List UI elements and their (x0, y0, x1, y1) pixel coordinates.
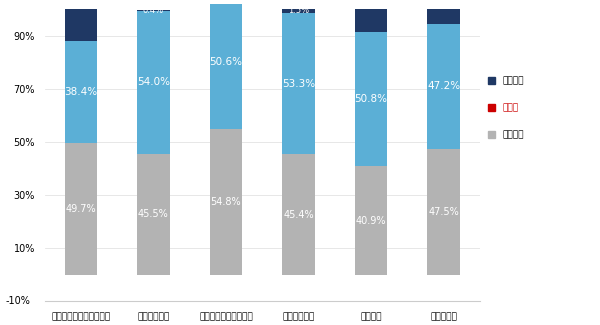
Bar (65, 41, 97, 143)
Legend: 営業利益, 販管費, 売上原価: 営業利益, 販管費, 売上原価 (488, 77, 524, 140)
Bar (137, 10, 170, 11)
Bar (65, 9, 97, 41)
Text: 45.5%: 45.5% (138, 210, 169, 219)
Text: 38.4%: 38.4% (64, 87, 97, 97)
Bar (65, 143, 97, 275)
Text: 45.4%: 45.4% (283, 210, 314, 220)
Bar (282, 154, 315, 275)
Text: 50.8%: 50.8% (355, 94, 388, 104)
Bar (355, 166, 388, 275)
Bar (282, 9, 315, 13)
Text: 40.9%: 40.9% (356, 215, 386, 226)
Text: 49.7%: 49.7% (65, 204, 96, 214)
Bar (137, 154, 170, 275)
Bar (427, 23, 460, 149)
Bar (427, 149, 460, 275)
Text: 1.5%: 1.5% (288, 6, 309, 15)
Bar (209, 129, 242, 275)
Text: 50.6%: 50.6% (209, 57, 242, 67)
Bar (282, 13, 315, 154)
Text: 53.3%: 53.3% (282, 79, 315, 89)
Text: 47.5%: 47.5% (428, 207, 459, 217)
Bar (355, 32, 388, 166)
Bar (355, 9, 388, 32)
Text: 54.0%: 54.0% (137, 77, 170, 87)
Text: 0.4%: 0.4% (143, 6, 164, 15)
Text: -10%: -10% (5, 296, 30, 306)
Bar (209, 0, 242, 129)
Text: 47.2%: 47.2% (427, 81, 460, 91)
Text: 54.8%: 54.8% (211, 197, 241, 207)
Bar (137, 11, 170, 154)
Bar (427, 9, 460, 23)
